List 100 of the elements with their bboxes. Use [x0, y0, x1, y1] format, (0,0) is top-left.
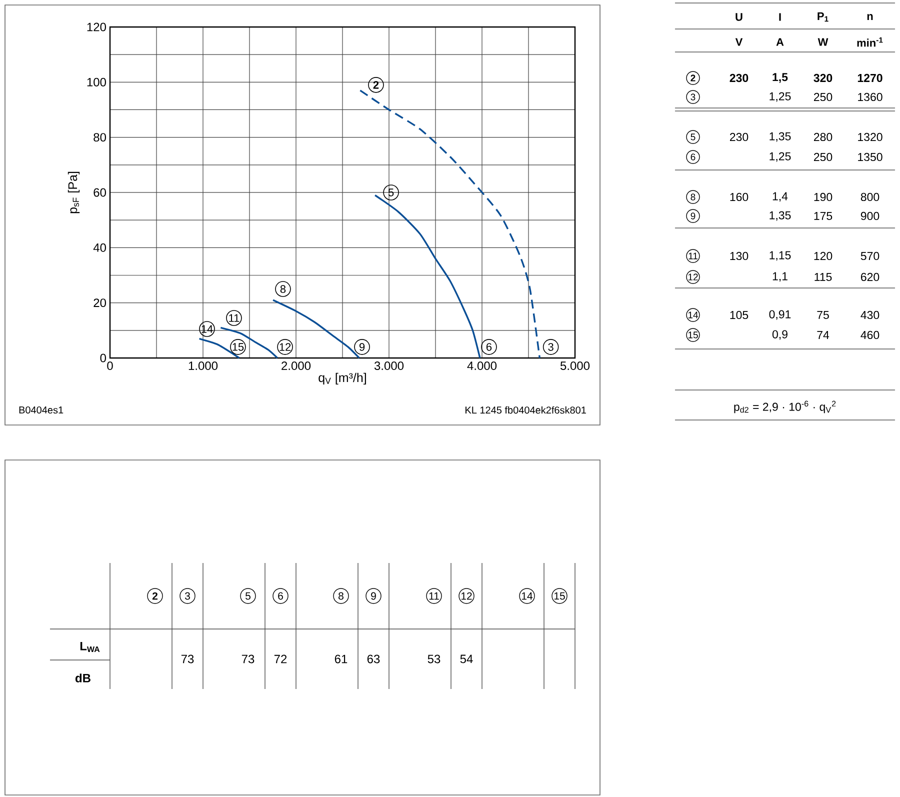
text: 0,9 — [772, 330, 788, 340]
text: 250 — [814, 152, 832, 162]
annotation: 6 — [486, 343, 492, 351]
category-label: 12 — [461, 592, 472, 600]
text: 1,4 — [772, 192, 788, 202]
category-label: 11 — [688, 252, 698, 260]
x-tick-label: 4.000 — [467, 362, 497, 370]
text: 1360 — [858, 92, 882, 102]
category-label: 5 — [246, 592, 250, 600]
text: 1,25 — [770, 92, 791, 102]
annotation: 8 — [280, 285, 286, 293]
x-tick-label: 1.000 — [188, 362, 218, 370]
text: 1,35 — [770, 132, 791, 142]
text: 900 — [860, 212, 880, 220]
category-label: 14 — [522, 592, 533, 600]
text: 1320 — [858, 132, 882, 142]
category-label: 9 — [371, 592, 376, 600]
text: 1,5 — [772, 73, 788, 83]
text: 1350 — [858, 152, 882, 162]
text: 230 — [730, 132, 748, 142]
text: 0,91 — [769, 310, 791, 320]
line-series — [272, 299, 360, 359]
y-tick-label: 100 — [87, 78, 106, 86]
text: 72 — [274, 654, 287, 664]
text: 53 — [428, 654, 440, 664]
text: dB — [75, 674, 90, 682]
y-tick-label: 80 — [94, 133, 106, 142]
category-label: 11 — [429, 592, 439, 600]
x-axis-title: q$_{V}$ [m³/h] — [318, 372, 366, 385]
annotation: 3 — [548, 343, 554, 351]
category-label: P$_{1}$ — [818, 12, 828, 22]
category-label: 6 — [278, 592, 283, 600]
y-tick-label: 120 — [87, 22, 106, 32]
annotation: 2 — [373, 81, 379, 89]
category-label: 3 — [690, 94, 696, 100]
category-label: 15 — [554, 592, 565, 600]
text: 1,35 — [770, 211, 791, 221]
text: KL 1245 fb0404ek2f6sk801 — [466, 406, 586, 414]
text: W — [818, 38, 828, 46]
text: L$_{WA}$ — [80, 642, 100, 652]
category-label: 12 — [688, 274, 698, 280]
text: 73 — [181, 654, 194, 664]
text: B0404es1 — [19, 406, 64, 414]
text: 1,25 — [770, 152, 791, 162]
text: 61 — [334, 654, 348, 664]
text: 230 — [730, 74, 748, 82]
text: 800 — [860, 192, 880, 202]
text: min$^{-1}$ — [857, 37, 883, 47]
y-tick-label: 20 — [94, 298, 106, 308]
category-label: 5 — [690, 134, 696, 140]
category-label: 2 — [152, 592, 158, 600]
text: 1270 — [858, 74, 882, 82]
text: 570 — [860, 252, 880, 260]
text: 1,15 — [770, 251, 791, 261]
y-axis-title: p$_{sF}$ [Pa] — [68, 172, 80, 214]
text: 250 — [814, 92, 832, 102]
y-tick-label: 60 — [94, 188, 106, 197]
line-series — [359, 90, 541, 359]
category-label: 8 — [690, 194, 696, 200]
annotation: 11 — [229, 314, 240, 322]
category-label: 3 — [184, 592, 190, 600]
x-tick-label: 0 — [107, 362, 113, 370]
text: 1,1 — [772, 272, 788, 282]
text: A — [776, 38, 784, 46]
x-tick-label: 2.000 — [282, 362, 311, 370]
category-label: n — [867, 14, 873, 20]
category-label: 8 — [338, 592, 344, 600]
annotation: 15 — [232, 343, 244, 351]
category-label: 6 — [690, 154, 696, 160]
text: 280 — [814, 132, 832, 142]
text: 105 — [730, 310, 748, 320]
category-label: I — [779, 13, 781, 21]
category-label: 15 — [688, 332, 698, 338]
text: 120 — [814, 252, 832, 260]
text: 320 — [814, 74, 832, 82]
text: 74 — [817, 331, 830, 339]
annotation: 9 — [359, 343, 365, 351]
text: V — [735, 38, 743, 46]
category-label: U — [736, 13, 742, 21]
category-label: 14 — [688, 312, 698, 318]
text: 63 — [367, 654, 380, 664]
line-series — [220, 326, 278, 359]
text: 160 — [730, 192, 748, 202]
text: 190 — [814, 192, 832, 202]
text: 75 — [817, 310, 829, 319]
text: p$_{d2}$ = 2,9 · 10$^{-6}$ · q$_{V}$2 — [734, 400, 836, 414]
category-label: 2 — [690, 74, 696, 82]
x-tick-label: 5.000 — [560, 362, 590, 370]
category-label: 9 — [690, 212, 696, 220]
annotation: 12 — [280, 343, 291, 351]
text: 73 — [242, 654, 254, 664]
text: 430 — [860, 310, 880, 320]
x-tick-label: 3.000 — [374, 362, 404, 370]
text: 460 — [860, 330, 880, 340]
text: 620 — [860, 272, 880, 282]
y-tick-label: 0 — [100, 354, 106, 362]
text: 175 — [814, 212, 832, 220]
y-tick-label: 40 — [93, 243, 106, 252]
text: 115 — [814, 272, 832, 281]
text: 54 — [460, 654, 473, 664]
